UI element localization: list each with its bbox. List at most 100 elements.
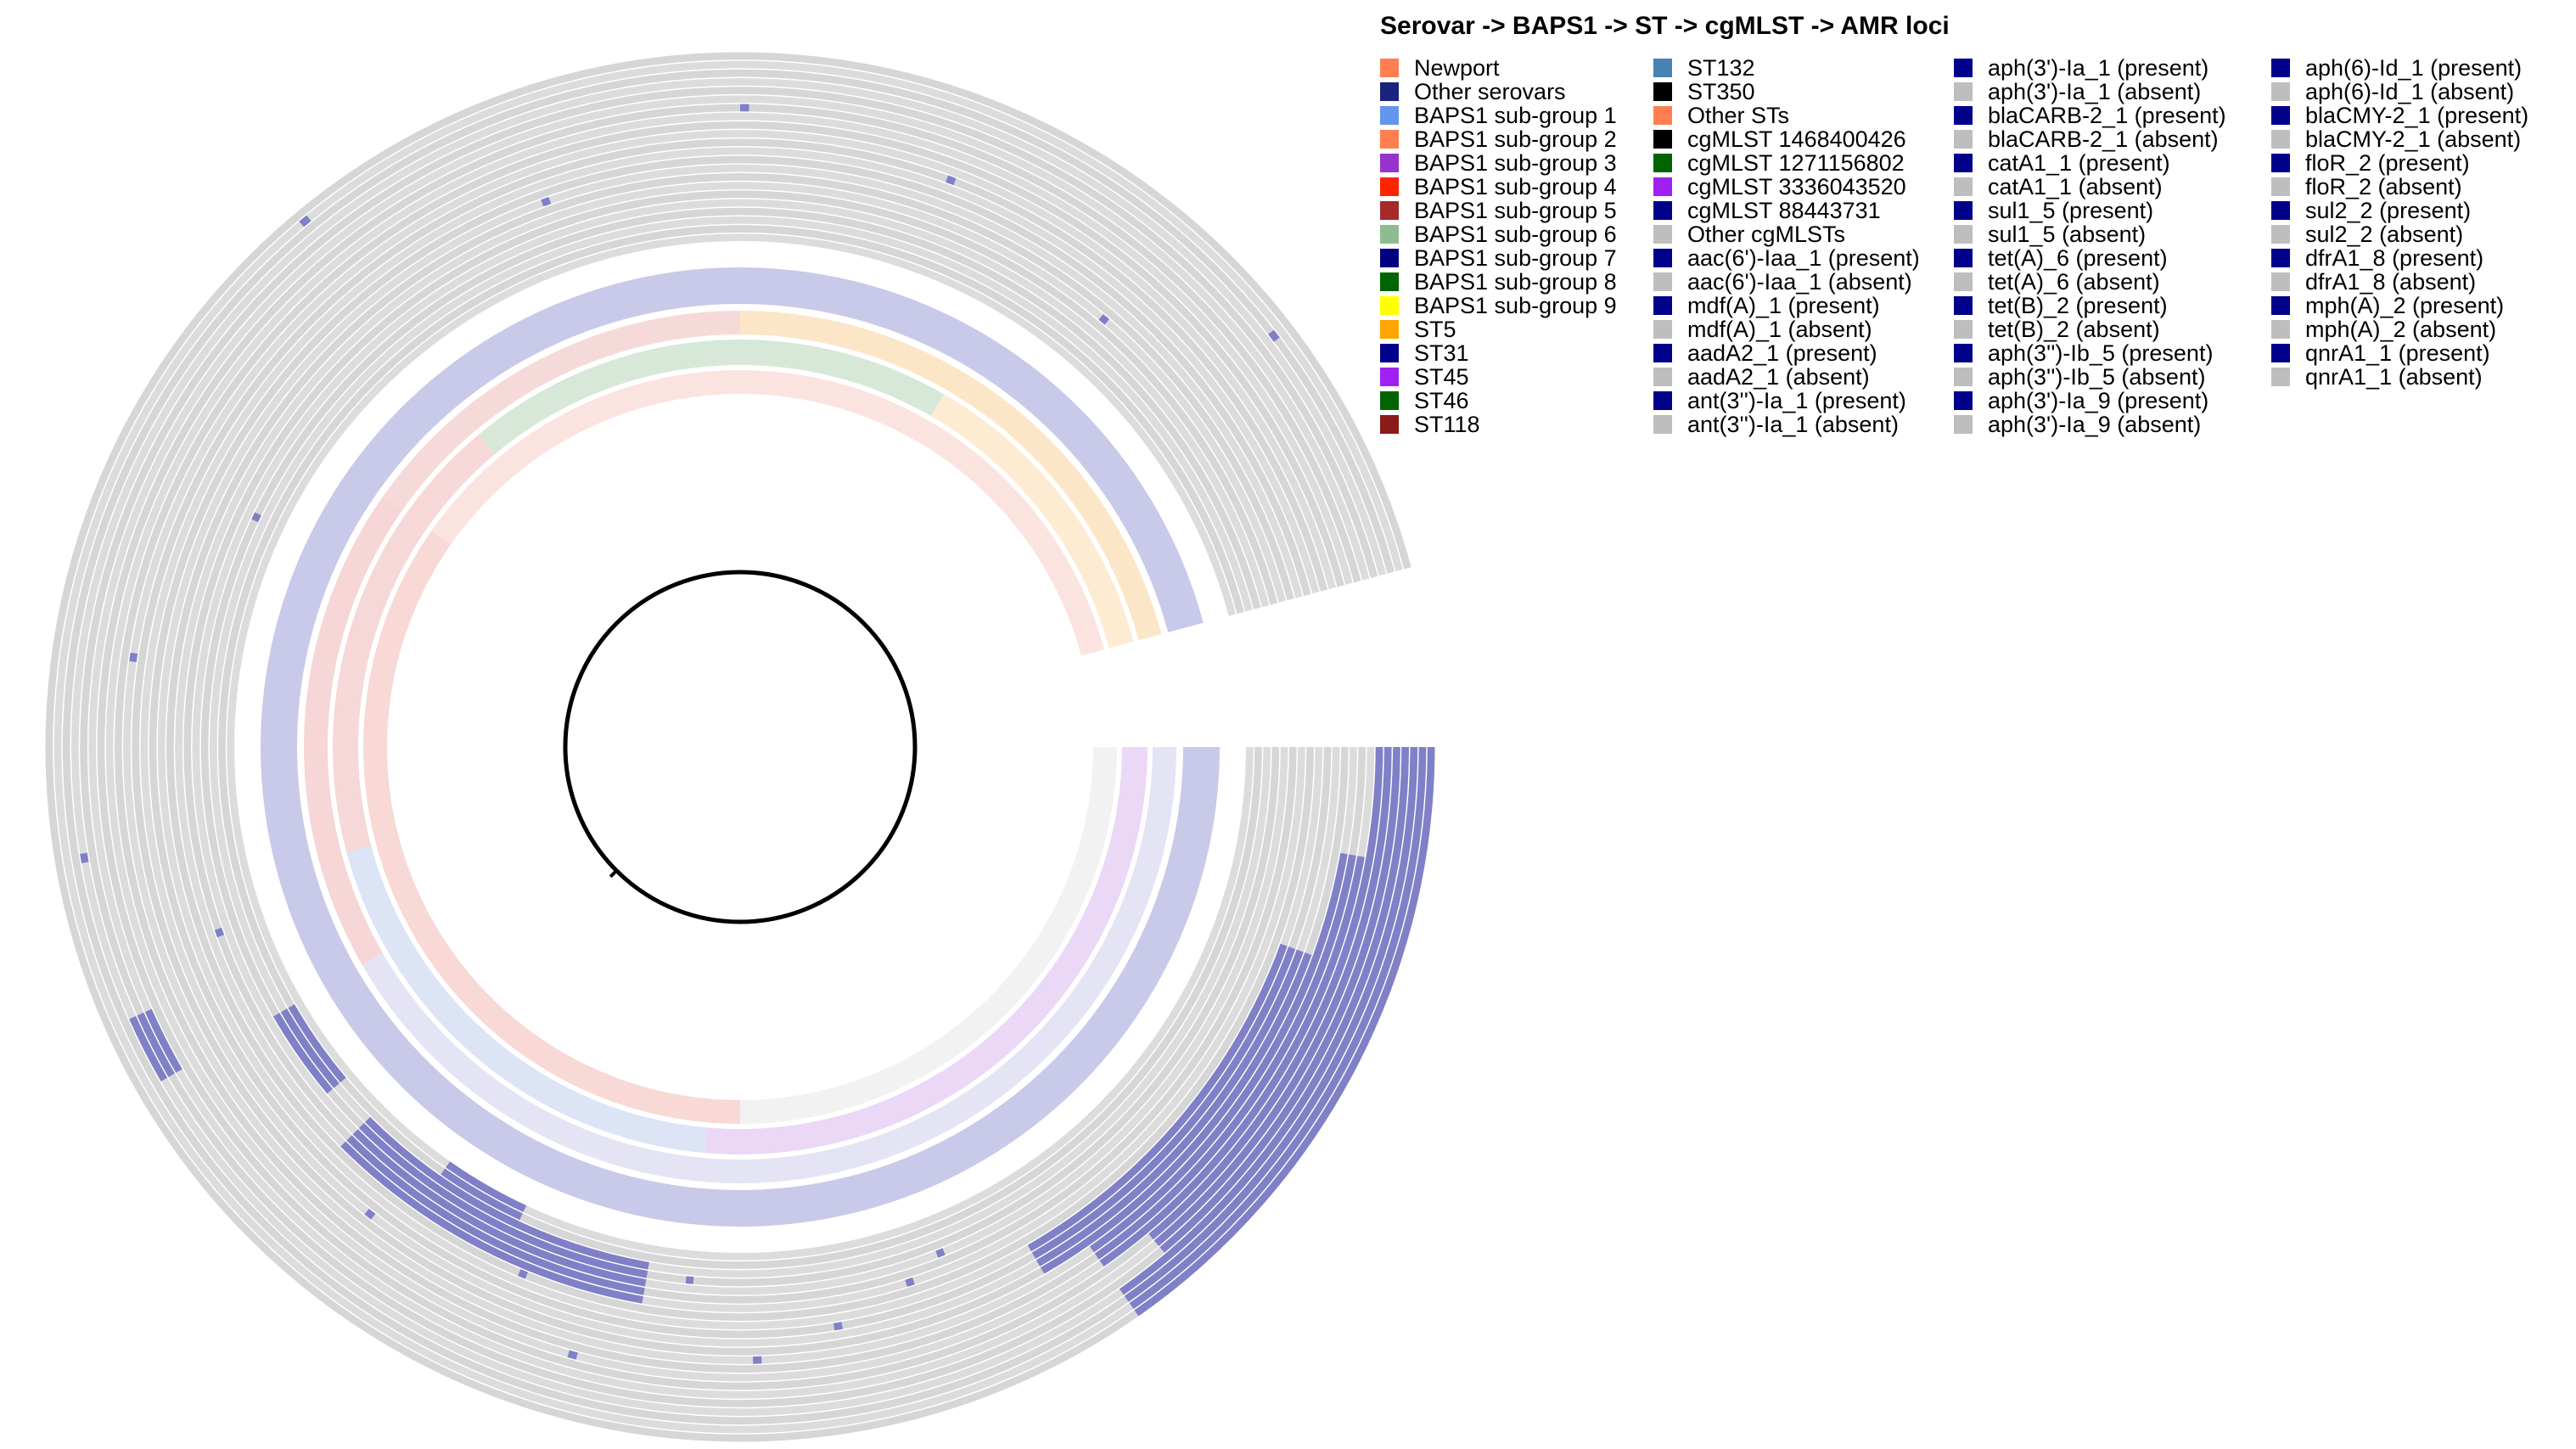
legend-label: blaCARB-2_1 (present) bbox=[1988, 102, 2226, 128]
legend-item: mdf(A)_1 (present) bbox=[1653, 293, 1920, 318]
legend-swatch bbox=[2271, 177, 2290, 196]
legend-label: BAPS1 sub-group 4 bbox=[1414, 173, 1617, 199]
legend-item: Other STs bbox=[1653, 103, 1920, 128]
legend-item: aac(6')-Iaa_1 (present) bbox=[1653, 245, 1920, 271]
amr-gene-ring bbox=[200, 207, 1280, 1287]
gene-present-tick bbox=[1098, 313, 1110, 325]
legend-label: ST45 bbox=[1414, 363, 1469, 390]
legend-swatch bbox=[1380, 177, 1399, 196]
legend-swatch bbox=[1380, 296, 1399, 315]
annotation-segment bbox=[332, 435, 495, 853]
legend-item: Other serovars bbox=[1380, 78, 1617, 104]
legend-swatch bbox=[1954, 177, 1973, 196]
legend-label: aph(3')-Ia_9 (present) bbox=[1988, 387, 2209, 413]
legend-swatch bbox=[1653, 82, 1672, 101]
legend-column: aph(6)-Id_1 (present) aph(6)-Id_1 (absent… bbox=[2271, 55, 2529, 390]
legend-label: aph(6)-Id_1 (absent) bbox=[2305, 78, 2515, 104]
gene-present-tick bbox=[364, 1208, 376, 1220]
gene-present-block bbox=[288, 1004, 346, 1083]
legend-swatch bbox=[1954, 296, 1973, 315]
legend-item: BAPS1 sub-group 1 bbox=[1380, 102, 1617, 128]
legend-swatch bbox=[2271, 249, 2290, 267]
gene-present-tick bbox=[740, 104, 749, 112]
gene-present-tick bbox=[946, 175, 957, 186]
legend-label: qnrA1_1 (absent) bbox=[2305, 363, 2483, 390]
legend-swatch bbox=[1954, 391, 1973, 410]
legend-swatch bbox=[1380, 415, 1399, 434]
legend-item: cgMLST 88443731 bbox=[1653, 197, 1920, 223]
legend-label: mph(A)_2 (present) bbox=[2305, 292, 2505, 318]
legend-item: floR_2 (present) bbox=[2271, 150, 2528, 176]
legend-swatch bbox=[2271, 320, 2290, 339]
legend-label: BAPS1 sub-group 1 bbox=[1414, 102, 1617, 128]
legend-label: Other cgMLSTs bbox=[1687, 221, 1846, 247]
legend-swatch bbox=[1380, 201, 1399, 220]
legend-swatch bbox=[2271, 82, 2290, 101]
legend-item: dfrA1_8 (absent) bbox=[2271, 269, 2528, 295]
legend-swatch bbox=[1653, 272, 1672, 291]
legend-label: aph(3'')-Ib_5 (present) bbox=[1988, 340, 2214, 366]
legend-swatch bbox=[1380, 130, 1399, 149]
legend-swatch bbox=[1653, 154, 1672, 172]
legend-label: ant(3'')-Ia_1 (present) bbox=[1687, 387, 1906, 413]
legend-item: blaCMY-2_1 (present) bbox=[2271, 102, 2529, 128]
legend-item: BAPS1 sub-group 8 bbox=[1380, 269, 1617, 295]
gene-present-block bbox=[144, 1008, 182, 1073]
legend-label: Other serovars bbox=[1414, 78, 1566, 104]
legend-label: cgMLST 88443731 bbox=[1687, 197, 1881, 223]
legend-label: BAPS1 sub-group 9 bbox=[1414, 292, 1617, 318]
amr-present-marks bbox=[80, 104, 1435, 1364]
annotation-segment bbox=[260, 267, 1220, 1227]
gene-present-block bbox=[280, 1008, 340, 1088]
legend-swatch bbox=[1653, 344, 1672, 362]
legend-item: sul2_2 (absent) bbox=[2271, 222, 2528, 247]
annotation-segment bbox=[303, 497, 402, 965]
legend-swatch bbox=[1954, 106, 1973, 125]
legend-label: ant(3'')-Ia_1 (absent) bbox=[1687, 411, 1899, 437]
annotation-segment bbox=[382, 311, 740, 511]
legend-label: ST350 bbox=[1687, 78, 1755, 104]
legend-label: cgMLST 1271156802 bbox=[1687, 149, 1905, 176]
legend-swatch bbox=[2271, 106, 2290, 125]
legend-item: blaCMY-2_1 (absent) bbox=[2271, 126, 2528, 152]
annotation-segment bbox=[740, 747, 1117, 1124]
legend-label: sul2_2 (present) bbox=[2305, 197, 2472, 223]
legend-item: tet(B)_2 (present) bbox=[1954, 293, 2226, 318]
gene-present-tick bbox=[685, 1276, 694, 1284]
gene-present-tick bbox=[541, 197, 552, 207]
legend-swatch bbox=[1954, 368, 1973, 386]
legend-item: aph(3'')-Ib_5 (absent) bbox=[1954, 364, 2226, 390]
gene-present-tick bbox=[518, 1269, 529, 1279]
gene-present-tick bbox=[753, 1356, 762, 1364]
legend-item: aph(3')-Ia_9 (absent) bbox=[1954, 412, 2226, 437]
gene-present-tick bbox=[251, 512, 261, 523]
legend-label: dfrA1_8 (present) bbox=[2305, 244, 2484, 271]
legend-swatch bbox=[2271, 59, 2290, 77]
legend-item: blaCARB-2_1 (absent) bbox=[1954, 126, 2226, 152]
legend-column: Newport Other serovars BAPS1 sub-group 1 BA… bbox=[1380, 55, 1617, 437]
legend-swatch bbox=[2271, 130, 2290, 149]
legend-item: ST5 bbox=[1380, 317, 1617, 342]
legend-label: qnrA1_1 (present) bbox=[2305, 340, 2490, 366]
legend-swatch bbox=[1380, 249, 1399, 267]
legend-swatch bbox=[2271, 296, 2290, 315]
legend-item: ant(3'')-Ia_1 (absent) bbox=[1653, 411, 1920, 437]
gene-present-tick bbox=[80, 852, 89, 863]
legend-label: catA1_1 (absent) bbox=[1988, 173, 2163, 199]
legend-label: blaCMY-2_1 (present) bbox=[2305, 102, 2529, 128]
annotation-rings bbox=[260, 267, 1220, 1227]
phylogenetic-tree bbox=[563, 570, 918, 924]
legend-item: cgMLST 1271156802 bbox=[1653, 149, 1920, 176]
legend-item: BAPS1 sub-group 5 bbox=[1380, 198, 1617, 223]
legend-item: aac(6')-Iaa_1 (absent) bbox=[1653, 269, 1920, 295]
legend-label: tet(A)_6 (present) bbox=[1988, 244, 2168, 271]
legend-swatch bbox=[1653, 320, 1672, 339]
legend-item: BAPS1 sub-group 9 bbox=[1380, 292, 1617, 318]
legend-item: ST132 bbox=[1653, 55, 1920, 81]
tree-branch bbox=[609, 869, 618, 879]
legend-label: BAPS1 sub-group 6 bbox=[1414, 221, 1617, 247]
legend-swatch bbox=[1954, 201, 1973, 220]
legend-item: cgMLST 1468400426 bbox=[1653, 126, 1920, 152]
legend-item: catA1_1 (absent) bbox=[1954, 173, 2226, 199]
legend-item: tet(A)_6 (absent) bbox=[1954, 269, 2226, 295]
